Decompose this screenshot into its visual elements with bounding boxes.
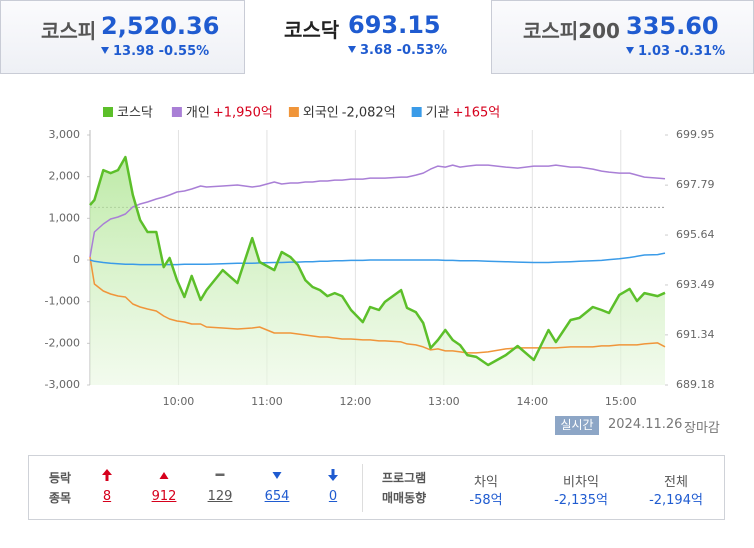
legend-swatch (288, 107, 299, 117)
column-header: 차익 (474, 475, 498, 490)
upper-limit-count[interactable]: 8 (102, 489, 112, 504)
x-tick-label: 12:00 (340, 395, 372, 408)
change: 3.68 (360, 43, 393, 58)
y2-tick-label: 695.64 (676, 228, 715, 241)
change: 13.98 (113, 44, 155, 59)
legend-label: 외국인 (303, 106, 339, 121)
legend-value: +165억 (453, 106, 501, 121)
down-icon (348, 46, 356, 53)
column-header: 전체 (664, 475, 688, 490)
y-tick-label: -3,000 (45, 378, 80, 391)
program-title: 매매동향 (382, 491, 427, 505)
y2-tick-label: 697.79 (676, 178, 715, 191)
rise-count[interactable]: 912 (151, 489, 177, 504)
fall-icon (272, 472, 282, 479)
tab-name: 코스피200 (523, 19, 620, 43)
legend-label: 코스닥 (117, 106, 153, 121)
y-tick-label: -2,000 (45, 336, 80, 349)
y2-tick-label: 691.34 (676, 328, 715, 341)
tab-change: 13.98 -0.55% (101, 44, 209, 59)
fall-count[interactable]: 654 (264, 489, 290, 504)
legend-value: -2,082억 (342, 106, 396, 121)
tab-value: 2,520.36 (101, 12, 220, 40)
market-summary: 등락 종목 8 912 129 654 0 프로그램 매매동향 차익 비차익 전… (28, 455, 725, 520)
upper-limit-icon (102, 469, 112, 481)
y-tick-label: 1,000 (49, 211, 81, 224)
rise-icon (159, 472, 169, 479)
date: 2024.11.26 (608, 417, 683, 432)
tab-value: 693.15 (348, 11, 441, 39)
breadth-title: 등락 (49, 471, 72, 485)
area-fill (90, 157, 665, 385)
tab-kosdaq[interactable]: 코스닥 693.15 3.68 -0.53% (245, 0, 491, 74)
legend-label: 기관 (426, 106, 450, 121)
y-tick-label: 3,000 (49, 128, 81, 141)
tab-name: 코스피 (41, 19, 97, 43)
x-tick-label: 10:00 (163, 395, 195, 408)
flat-icon (215, 473, 225, 476)
market-state: 장마감 (684, 421, 720, 436)
y2-tick-label: 693.49 (676, 278, 715, 291)
breadth-title: 종목 (49, 491, 72, 505)
tab-kospi[interactable]: 코스피 2,520.36 13.98 -0.55% (0, 0, 245, 74)
tab-kospi200[interactable]: 코스피200 335.60 1.03 -0.31% (491, 0, 754, 74)
column-value: -2,135억 (554, 493, 608, 508)
series-line (89, 164, 666, 258)
y-tick-label: 0 (73, 253, 80, 266)
down-icon (101, 47, 109, 54)
x-tick-label: 13:00 (428, 395, 460, 408)
y-tick-label: 2,000 (49, 170, 81, 183)
flat-count[interactable]: 129 (207, 489, 233, 504)
y2-tick-label: 689.18 (676, 378, 715, 391)
rate: -0.31% (674, 44, 726, 59)
rate: -0.53% (396, 43, 448, 58)
change: 1.03 (638, 44, 671, 59)
column-value: -2,194억 (649, 493, 703, 508)
x-tick-label: 14:00 (516, 395, 548, 408)
series-line (89, 256, 666, 354)
tab-change: 3.68 -0.53% (348, 43, 447, 58)
lower-limit-count[interactable]: 0 (328, 489, 338, 504)
y2-tick-label: 699.95 (676, 128, 715, 141)
tab-change: 1.03 -0.31% (626, 44, 725, 59)
legend-label: 개인 (186, 106, 210, 121)
legend-value: +1,950억 (213, 106, 273, 121)
lower-limit-icon (328, 469, 338, 481)
series-line (89, 252, 666, 266)
down-icon (626, 47, 634, 54)
rate: -0.55% (158, 44, 210, 59)
legend-swatch (103, 107, 113, 117)
tab-value: 335.60 (626, 12, 719, 40)
divider (362, 464, 363, 512)
column-header: 비차익 (563, 475, 599, 490)
legend-swatch (411, 107, 422, 117)
chart: 3,000 2,000 1,000 0 -1,000 -2,000 -3,000 699.95… (45, 106, 715, 409)
y-tick-label: -1,000 (45, 295, 80, 308)
program-title: 프로그램 (382, 471, 427, 485)
x-tick-label: 15:00 (605, 395, 637, 408)
tab-name: 코스닥 (284, 18, 340, 42)
column-value: -58억 (469, 493, 503, 508)
series-line (89, 155, 666, 367)
legend-swatch (171, 107, 182, 117)
x-tick-label: 11:00 (251, 395, 283, 408)
realtime-button[interactable]: 실시간 (555, 416, 599, 435)
